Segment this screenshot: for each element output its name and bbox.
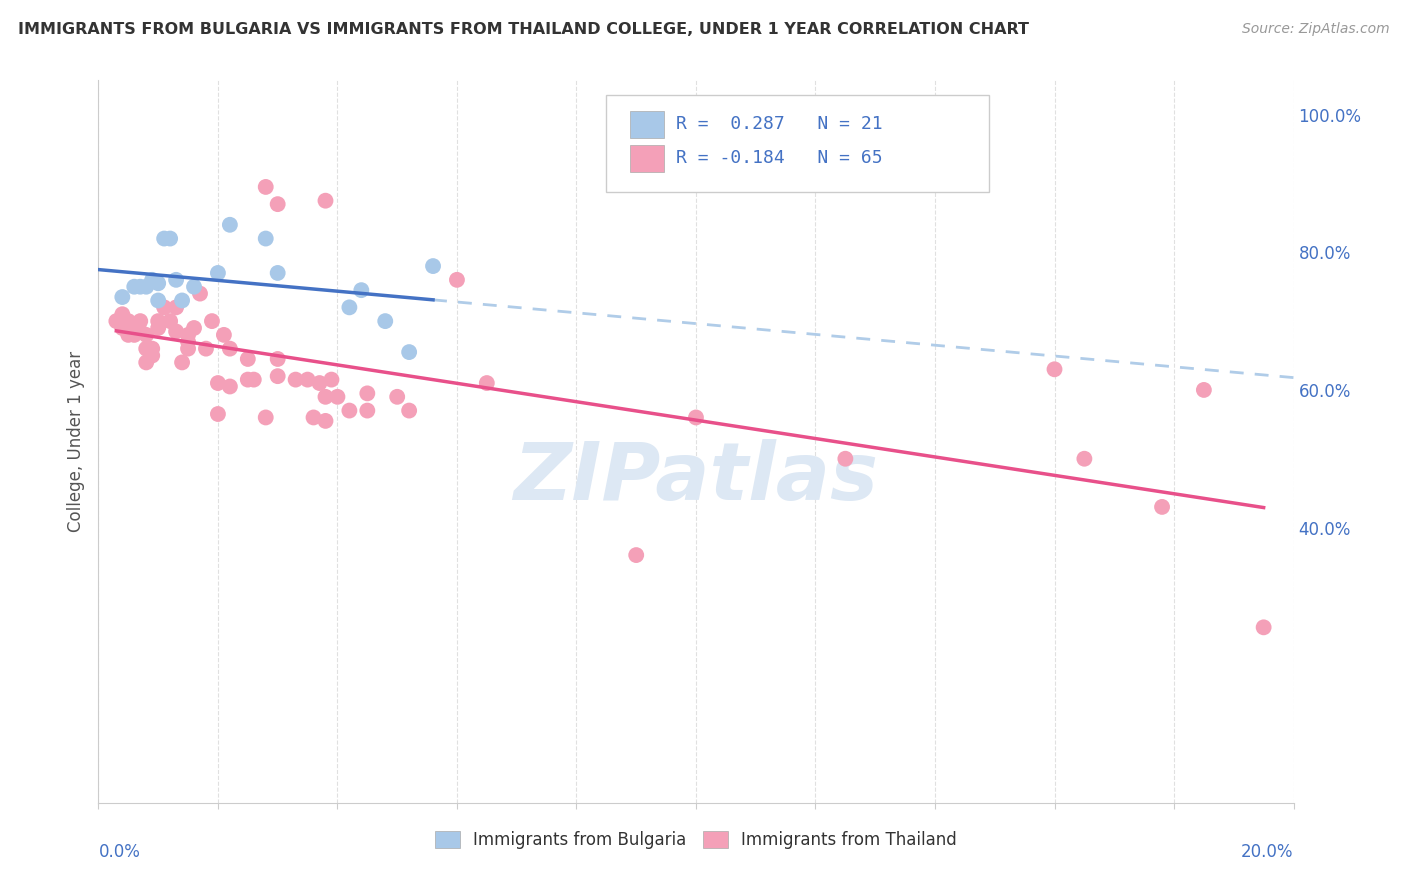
Point [267, 351, 290, 366]
Point [1192, 383, 1215, 397]
Point [165, 273, 187, 287]
Point [1253, 620, 1275, 634]
Point [153, 231, 176, 245]
Point [834, 451, 856, 466]
Point [148, 277, 170, 291]
Point [302, 410, 325, 425]
Point [105, 314, 128, 328]
Point [183, 279, 205, 293]
Point [398, 403, 420, 417]
Text: R =  0.287   N = 21: R = 0.287 N = 21 [676, 115, 883, 133]
Point [267, 369, 290, 384]
Point [207, 376, 229, 390]
Text: 20.0%: 20.0% [1241, 843, 1294, 861]
Y-axis label: College, Under 1 year: College, Under 1 year [66, 351, 84, 533]
Point [172, 355, 194, 369]
Point [219, 342, 242, 356]
Point [356, 403, 378, 417]
Point [315, 390, 337, 404]
Point [1073, 451, 1095, 466]
Point [685, 410, 707, 425]
Point [236, 351, 259, 366]
Point [446, 273, 468, 287]
Point [124, 327, 146, 342]
Point [475, 376, 498, 390]
Point [159, 231, 181, 245]
Point [117, 314, 139, 328]
Point [1043, 362, 1066, 376]
Point [385, 390, 409, 404]
Point [183, 321, 205, 335]
Point [165, 301, 187, 315]
Point [177, 327, 200, 342]
Text: ZIPatlas: ZIPatlas [513, 439, 879, 516]
Point [207, 407, 229, 421]
Point [207, 266, 229, 280]
Point [148, 314, 170, 328]
Point [111, 307, 134, 321]
Point [153, 301, 176, 315]
Point [148, 293, 170, 308]
Point [284, 373, 307, 387]
Point [315, 194, 337, 208]
Point [141, 273, 163, 287]
Point [243, 373, 266, 387]
Point [326, 390, 349, 404]
Point [297, 373, 319, 387]
Bar [630, 111, 664, 138]
Point [1152, 500, 1174, 514]
Bar [630, 145, 664, 172]
Point [626, 548, 648, 562]
Point [254, 231, 277, 245]
Point [267, 266, 290, 280]
Point [188, 286, 211, 301]
Text: R = -0.184   N = 65: R = -0.184 N = 65 [676, 149, 883, 168]
Point [111, 321, 134, 335]
Point [254, 180, 277, 194]
Point [212, 327, 235, 342]
Point [165, 325, 187, 339]
Point [141, 349, 163, 363]
Point [201, 314, 224, 328]
Point [219, 379, 242, 393]
Point [111, 290, 134, 304]
Point [141, 342, 163, 356]
Point [135, 355, 157, 369]
Point [135, 327, 157, 342]
Text: IMMIGRANTS FROM BULGARIA VS IMMIGRANTS FROM THAILAND COLLEGE, UNDER 1 YEAR CORRE: IMMIGRANTS FROM BULGARIA VS IMMIGRANTS F… [18, 22, 1029, 37]
Point [177, 334, 200, 349]
Point [321, 373, 343, 387]
Text: 0.0%: 0.0% [98, 843, 141, 861]
Point [159, 314, 181, 328]
Point [339, 403, 361, 417]
Point [129, 314, 152, 328]
Point [254, 410, 277, 425]
Point [124, 321, 146, 335]
Point [124, 279, 146, 293]
Point [422, 259, 444, 273]
Point [356, 386, 378, 401]
Point [148, 321, 170, 335]
Point [315, 414, 337, 428]
Point [129, 325, 152, 339]
Point [172, 293, 194, 308]
Point [236, 373, 259, 387]
Point [177, 342, 200, 356]
Point [135, 342, 157, 356]
Point [398, 345, 420, 359]
Point [219, 218, 242, 232]
Point [308, 376, 330, 390]
Legend: Immigrants from Bulgaria, Immigrants from Thailand: Immigrants from Bulgaria, Immigrants fro… [429, 824, 963, 856]
Point [350, 283, 373, 297]
FancyBboxPatch shape [606, 95, 988, 193]
Point [195, 342, 218, 356]
Point [267, 197, 290, 211]
Point [129, 279, 152, 293]
Point [135, 279, 157, 293]
Point [117, 327, 139, 342]
Point [339, 301, 361, 315]
Text: Source: ZipAtlas.com: Source: ZipAtlas.com [1241, 22, 1389, 37]
Point [374, 314, 396, 328]
